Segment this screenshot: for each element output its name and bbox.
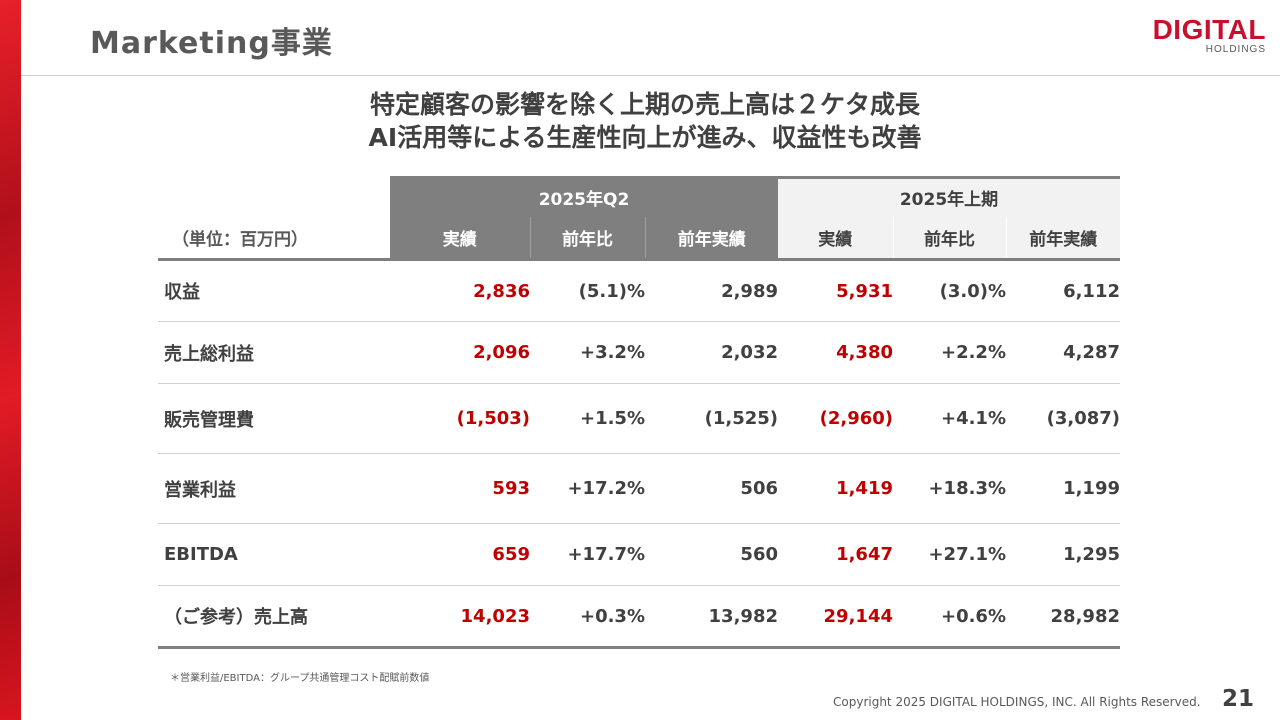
headline: 特定顧客の影響を除く上期の売上高は２ケタ成長 AI活用等による生産性向上が進み、… — [0, 88, 1280, 154]
table-cell: 1,199 — [1006, 453, 1120, 524]
group-header-h1: 2025年上期 — [778, 176, 1120, 217]
page-number: 21 — [1222, 686, 1255, 712]
table-cell: 1,419 — [778, 453, 893, 524]
row-label: 販売管理費 — [158, 383, 390, 454]
table-cell: 6,112 — [1006, 259, 1120, 322]
table-cell: +2.2% — [893, 321, 1006, 384]
table-cell: 2,096 — [390, 321, 530, 384]
page-title: Marketing事業 — [90, 26, 333, 61]
table-cell: +17.7% — [530, 523, 645, 586]
table-cell: 28,982 — [1006, 585, 1120, 649]
table-cell: 506 — [645, 453, 778, 524]
table-cell: 593 — [390, 453, 530, 524]
table-cell: (3,087) — [1006, 383, 1120, 454]
table-cell: (1,525) — [645, 383, 778, 454]
table-cell: 5,931 — [778, 259, 893, 322]
table-cell: +4.1% — [893, 383, 1006, 454]
table-cell: (1,503) — [390, 383, 530, 454]
header-divider — [21, 75, 1280, 76]
table-cell: +0.3% — [530, 585, 645, 649]
group-header-q2: 2025年Q2 — [390, 176, 778, 217]
table-cell: 560 — [645, 523, 778, 586]
row-label: 営業利益 — [158, 453, 390, 524]
table-cell: 2,032 — [645, 321, 778, 384]
table-row: （ご参考）売上高 14,023 +0.3% 13,982 29,144 +0.6% 28,9… — [158, 585, 1120, 649]
headline-line-1: 特定顧客の影響を除く上期の売上高は２ケタ成長 — [369, 90, 920, 119]
table-cell: 2,836 — [390, 259, 530, 322]
column-header: 実績 — [778, 216, 893, 261]
table-cell: 1,295 — [1006, 523, 1120, 586]
table-row: 営業利益 593 +17.2% 506 1,419 +18.3% 1,199 — [158, 453, 1120, 524]
table-cell: +1.5% — [530, 383, 645, 454]
results-table: 2025年Q2 2025年上期 （単位：百万円） 実績 前年比 前年実績 実績 … — [158, 176, 1120, 649]
table-cell: 4,380 — [778, 321, 893, 384]
table-cell: (2,960) — [778, 383, 893, 454]
footnote: ＊営業利益/EBITDA：グループ共通管理コスト配賦前数値 — [170, 673, 430, 684]
table-row: EBITDA 659 +17.7% 560 1,647 +27.1% 1,295 — [158, 523, 1120, 586]
table-cell: +18.3% — [893, 453, 1006, 524]
company-logo: DIGITAL HOLDINGS — [1152, 14, 1266, 56]
column-header: 前年比 — [892, 216, 1006, 261]
row-label: EBITDA — [158, 523, 390, 586]
table-row: 売上総利益 2,096 +3.2% 2,032 4,380 +2.2% 4,287 — [158, 321, 1120, 384]
column-header: 前年実績 — [1005, 216, 1120, 261]
column-header: 前年実績 — [644, 216, 778, 261]
row-label: （ご参考）売上高 — [158, 585, 390, 649]
table-cell: +3.2% — [530, 321, 645, 384]
red-side-band — [0, 0, 21, 720]
row-label: 売上総利益 — [158, 321, 390, 384]
table-cell: +17.2% — [530, 453, 645, 524]
table-cell: 14,023 — [390, 585, 530, 649]
column-header: 実績 — [390, 216, 530, 261]
table-cell: 4,287 — [1006, 321, 1120, 384]
table-cell: 1,647 — [778, 523, 893, 586]
table-row: 販売管理費 (1,503) +1.5% (1,525) (2,960) +4.1% (3,0… — [158, 383, 1120, 454]
table-cell: 659 — [390, 523, 530, 586]
table-cell: +0.6% — [893, 585, 1006, 649]
logo-main: DIGITAL — [1152, 14, 1266, 45]
copyright: Copyright 2025 DIGITAL HOLDINGS, INC. Al… — [833, 695, 1201, 709]
table-cell: 2,989 — [645, 259, 778, 322]
logo-sub: HOLDINGS — [1205, 44, 1266, 55]
table-cell: 13,982 — [645, 585, 778, 649]
row-label: 収益 — [158, 259, 390, 322]
unit-label: （単位：百万円） — [158, 216, 390, 261]
table-cell: 29,144 — [778, 585, 893, 649]
table-cell: (3.0)% — [893, 259, 1006, 322]
table-cell: +27.1% — [893, 523, 1006, 586]
table-cell: (5.1)% — [530, 259, 645, 322]
column-header: 前年比 — [529, 216, 645, 261]
table-row: 収益 2,836 (5.1)% 2,989 5,931 (3.0)% 6,112 — [158, 259, 1120, 322]
headline-line-2: AI活用等による生産性向上が進み、収益性も改善 — [368, 123, 922, 152]
